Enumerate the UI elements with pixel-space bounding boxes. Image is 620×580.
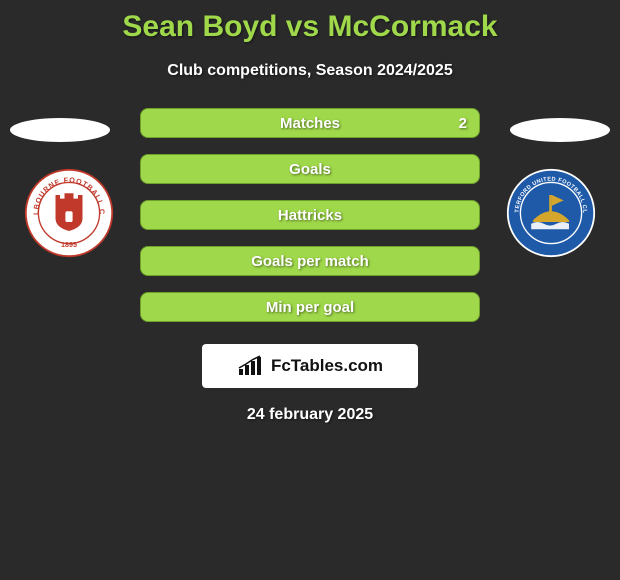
stat-bar-hattricks: Hattricks <box>140 200 480 230</box>
player-marker-right <box>510 118 610 142</box>
brand-text: FcTables.com <box>271 356 383 376</box>
club-crest-left: SHELBOURNE FOOTBALL CLUB 1895 <box>24 168 114 258</box>
player-marker-left <box>10 118 110 142</box>
brand-chart-icon <box>237 355 265 377</box>
waterford-crest-icon: WATERFORD UNITED FOOTBALL CLUB <box>506 168 596 258</box>
stat-bar-goals: Goals <box>140 154 480 184</box>
shelbourne-crest-icon: SHELBOURNE FOOTBALL CLUB 1895 <box>24 168 114 258</box>
stat-bar-value: 2 <box>459 115 467 132</box>
stat-bar-min-per-goal: Min per goal <box>140 292 480 322</box>
stat-bar-label: Hattricks <box>278 207 342 224</box>
brand-badge: FcTables.com <box>202 344 418 388</box>
stat-bar-goals-per-match: Goals per match <box>140 246 480 276</box>
stat-bar-label: Min per goal <box>266 299 354 316</box>
date-text: 24 february 2025 <box>0 406 620 424</box>
stat-bars: Matches 2 Goals Hattricks Goals per matc… <box>140 108 480 322</box>
page-title: Sean Boyd vs McCormack <box>0 0 620 44</box>
stat-bar-matches: Matches 2 <box>140 108 480 138</box>
stat-bar-label: Matches <box>280 115 340 132</box>
subtitle: Club competitions, Season 2024/2025 <box>0 62 620 80</box>
svg-text:1895: 1895 <box>61 240 77 249</box>
comparison-container: SHELBOURNE FOOTBALL CLUB 1895 WATERFORD … <box>0 108 620 424</box>
stat-bar-label: Goals <box>289 161 331 178</box>
stat-bar-label: Goals per match <box>251 253 369 270</box>
club-crest-right: WATERFORD UNITED FOOTBALL CLUB <box>506 168 596 258</box>
